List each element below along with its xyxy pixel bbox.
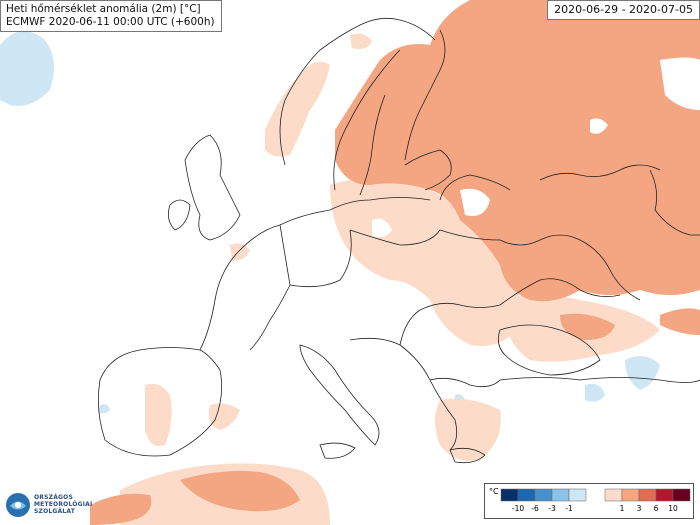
legend-warm-swatch bbox=[621, 488, 640, 502]
legend-tick: -1 bbox=[565, 504, 573, 513]
legend-tick: 6 bbox=[653, 504, 659, 513]
legend-warm-swatch bbox=[655, 488, 674, 502]
legend-cold-swatch bbox=[551, 488, 570, 502]
logo-line-2: METEOROLÓGIAI bbox=[34, 501, 93, 508]
logo-line-3: SZOLGÁLAT bbox=[34, 508, 76, 515]
legend-tick: -3 bbox=[548, 504, 556, 513]
period-box: 2020-06-29 - 2020-07-05 bbox=[547, 0, 700, 20]
color-legend: °C -10 -6 -3 -1 1 3 6 10 bbox=[484, 483, 694, 519]
omsz-logo-icon bbox=[6, 493, 30, 517]
legend-swatches bbox=[500, 488, 691, 502]
country-borders bbox=[97, 17, 700, 464]
warm-anomaly-areas bbox=[90, 0, 700, 525]
legend-warm-swatch bbox=[672, 488, 691, 502]
legend-tick: 1 bbox=[619, 504, 625, 513]
legend-tick: 10 bbox=[668, 504, 678, 513]
period-label: 2020-06-29 - 2020-07-05 bbox=[554, 3, 693, 16]
legend-unit: °C bbox=[489, 487, 499, 496]
neutral-areas bbox=[372, 57, 700, 238]
map-title-box: Heti hőmérséklet anomália (2m) [°C] ECMW… bbox=[0, 0, 222, 32]
legend-cold-swatch bbox=[534, 488, 553, 502]
legend-tick: 3 bbox=[636, 504, 642, 513]
omsz-logo: ORSZÁGOS METEOROLÓGIAI SZOLGÁLAT bbox=[4, 491, 92, 521]
logo-text: ORSZÁGOS METEOROLÓGIAI SZOLGÁLAT bbox=[34, 494, 92, 515]
legend-cold-swatch bbox=[500, 488, 519, 502]
legend-cold-swatch bbox=[568, 488, 587, 502]
legend-warm-swatch bbox=[638, 488, 657, 502]
legend-warm-swatch bbox=[604, 488, 623, 502]
legend-tick: -10 bbox=[511, 504, 525, 513]
legend-cold-swatch bbox=[517, 488, 536, 502]
map-title: Heti hőmérséklet anomália (2m) [°C] bbox=[6, 3, 201, 15]
logo-line-1: ORSZÁGOS bbox=[34, 494, 73, 501]
model-run-info: ECMWF 2020-06-11 00:00 UTC (+600h) bbox=[6, 16, 215, 28]
legend-tick: -6 bbox=[531, 504, 539, 513]
